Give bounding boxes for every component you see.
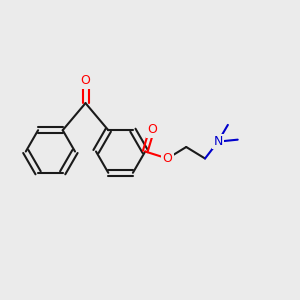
Text: O: O: [147, 123, 157, 136]
Text: N: N: [213, 135, 223, 148]
Text: O: O: [81, 74, 90, 88]
Text: O: O: [163, 152, 172, 165]
